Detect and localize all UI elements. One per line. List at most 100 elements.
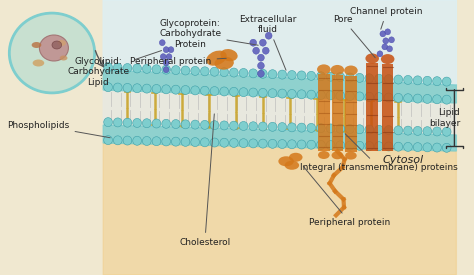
- Circle shape: [104, 63, 112, 72]
- Polygon shape: [366, 64, 378, 151]
- Text: Phospholipids: Phospholipids: [7, 120, 110, 138]
- Text: Peripheral protein: Peripheral protein: [130, 57, 226, 66]
- Circle shape: [250, 39, 256, 46]
- Circle shape: [257, 54, 264, 61]
- Circle shape: [133, 136, 141, 145]
- Ellipse shape: [215, 57, 234, 70]
- Circle shape: [268, 122, 277, 131]
- Circle shape: [297, 140, 306, 149]
- Circle shape: [374, 125, 383, 134]
- Text: Extracellular
fluid: Extracellular fluid: [239, 15, 296, 70]
- Circle shape: [317, 72, 325, 81]
- Circle shape: [142, 136, 151, 145]
- Circle shape: [113, 83, 122, 92]
- Circle shape: [123, 136, 132, 145]
- Circle shape: [239, 139, 248, 148]
- Circle shape: [346, 92, 354, 101]
- Circle shape: [326, 141, 335, 150]
- Circle shape: [394, 142, 403, 151]
- Circle shape: [168, 47, 174, 53]
- Circle shape: [163, 67, 169, 73]
- Polygon shape: [2, 0, 460, 275]
- Ellipse shape: [345, 152, 357, 159]
- Polygon shape: [103, 0, 456, 85]
- Circle shape: [210, 67, 219, 76]
- Circle shape: [278, 89, 287, 98]
- Circle shape: [384, 75, 393, 84]
- Circle shape: [307, 71, 316, 80]
- Circle shape: [133, 84, 141, 93]
- Ellipse shape: [33, 59, 44, 67]
- Circle shape: [263, 47, 269, 54]
- Circle shape: [346, 73, 354, 82]
- Circle shape: [442, 77, 451, 86]
- Circle shape: [220, 87, 228, 96]
- Text: Peripheral protein: Peripheral protein: [303, 166, 391, 227]
- Circle shape: [265, 32, 272, 39]
- Circle shape: [181, 66, 190, 75]
- Circle shape: [374, 142, 383, 151]
- Polygon shape: [345, 76, 357, 152]
- Ellipse shape: [278, 156, 294, 166]
- Circle shape: [229, 121, 238, 130]
- Circle shape: [423, 127, 432, 136]
- Ellipse shape: [285, 161, 299, 170]
- Circle shape: [253, 47, 259, 54]
- Circle shape: [307, 140, 316, 149]
- Circle shape: [201, 86, 209, 95]
- Circle shape: [210, 138, 219, 147]
- Ellipse shape: [57, 40, 66, 46]
- Circle shape: [365, 92, 374, 101]
- Polygon shape: [331, 75, 343, 151]
- Circle shape: [201, 120, 209, 129]
- Circle shape: [268, 89, 277, 98]
- Polygon shape: [103, 125, 456, 151]
- Circle shape: [394, 94, 403, 102]
- Circle shape: [162, 65, 171, 74]
- Polygon shape: [318, 74, 329, 151]
- Circle shape: [288, 89, 296, 98]
- Circle shape: [355, 73, 364, 82]
- Circle shape: [385, 29, 391, 35]
- Circle shape: [258, 122, 267, 131]
- Circle shape: [423, 76, 432, 85]
- Circle shape: [191, 120, 200, 129]
- Ellipse shape: [52, 41, 62, 49]
- Circle shape: [355, 92, 364, 101]
- Ellipse shape: [9, 13, 95, 93]
- Circle shape: [191, 66, 200, 75]
- Circle shape: [423, 94, 432, 103]
- Circle shape: [163, 47, 169, 53]
- Text: Channel protein: Channel protein: [350, 7, 423, 29]
- Circle shape: [210, 87, 219, 96]
- Circle shape: [162, 137, 171, 146]
- Circle shape: [229, 138, 238, 147]
- Circle shape: [413, 143, 422, 152]
- Circle shape: [257, 62, 264, 69]
- Circle shape: [433, 143, 441, 152]
- Circle shape: [201, 67, 209, 76]
- Circle shape: [326, 124, 335, 133]
- Circle shape: [181, 120, 190, 129]
- Circle shape: [172, 120, 180, 128]
- Circle shape: [380, 31, 386, 37]
- Circle shape: [249, 69, 257, 78]
- Circle shape: [123, 83, 132, 92]
- Circle shape: [442, 127, 451, 136]
- Circle shape: [220, 121, 228, 130]
- Ellipse shape: [330, 65, 344, 75]
- Circle shape: [297, 123, 306, 132]
- Ellipse shape: [60, 56, 67, 60]
- Circle shape: [172, 65, 180, 75]
- Circle shape: [346, 125, 354, 133]
- Circle shape: [404, 142, 412, 152]
- Circle shape: [326, 72, 335, 81]
- Circle shape: [404, 94, 412, 103]
- Circle shape: [288, 123, 296, 132]
- Ellipse shape: [344, 65, 358, 76]
- Circle shape: [413, 76, 422, 85]
- Circle shape: [191, 86, 200, 95]
- Polygon shape: [103, 143, 456, 275]
- Circle shape: [113, 136, 122, 145]
- Circle shape: [433, 127, 441, 136]
